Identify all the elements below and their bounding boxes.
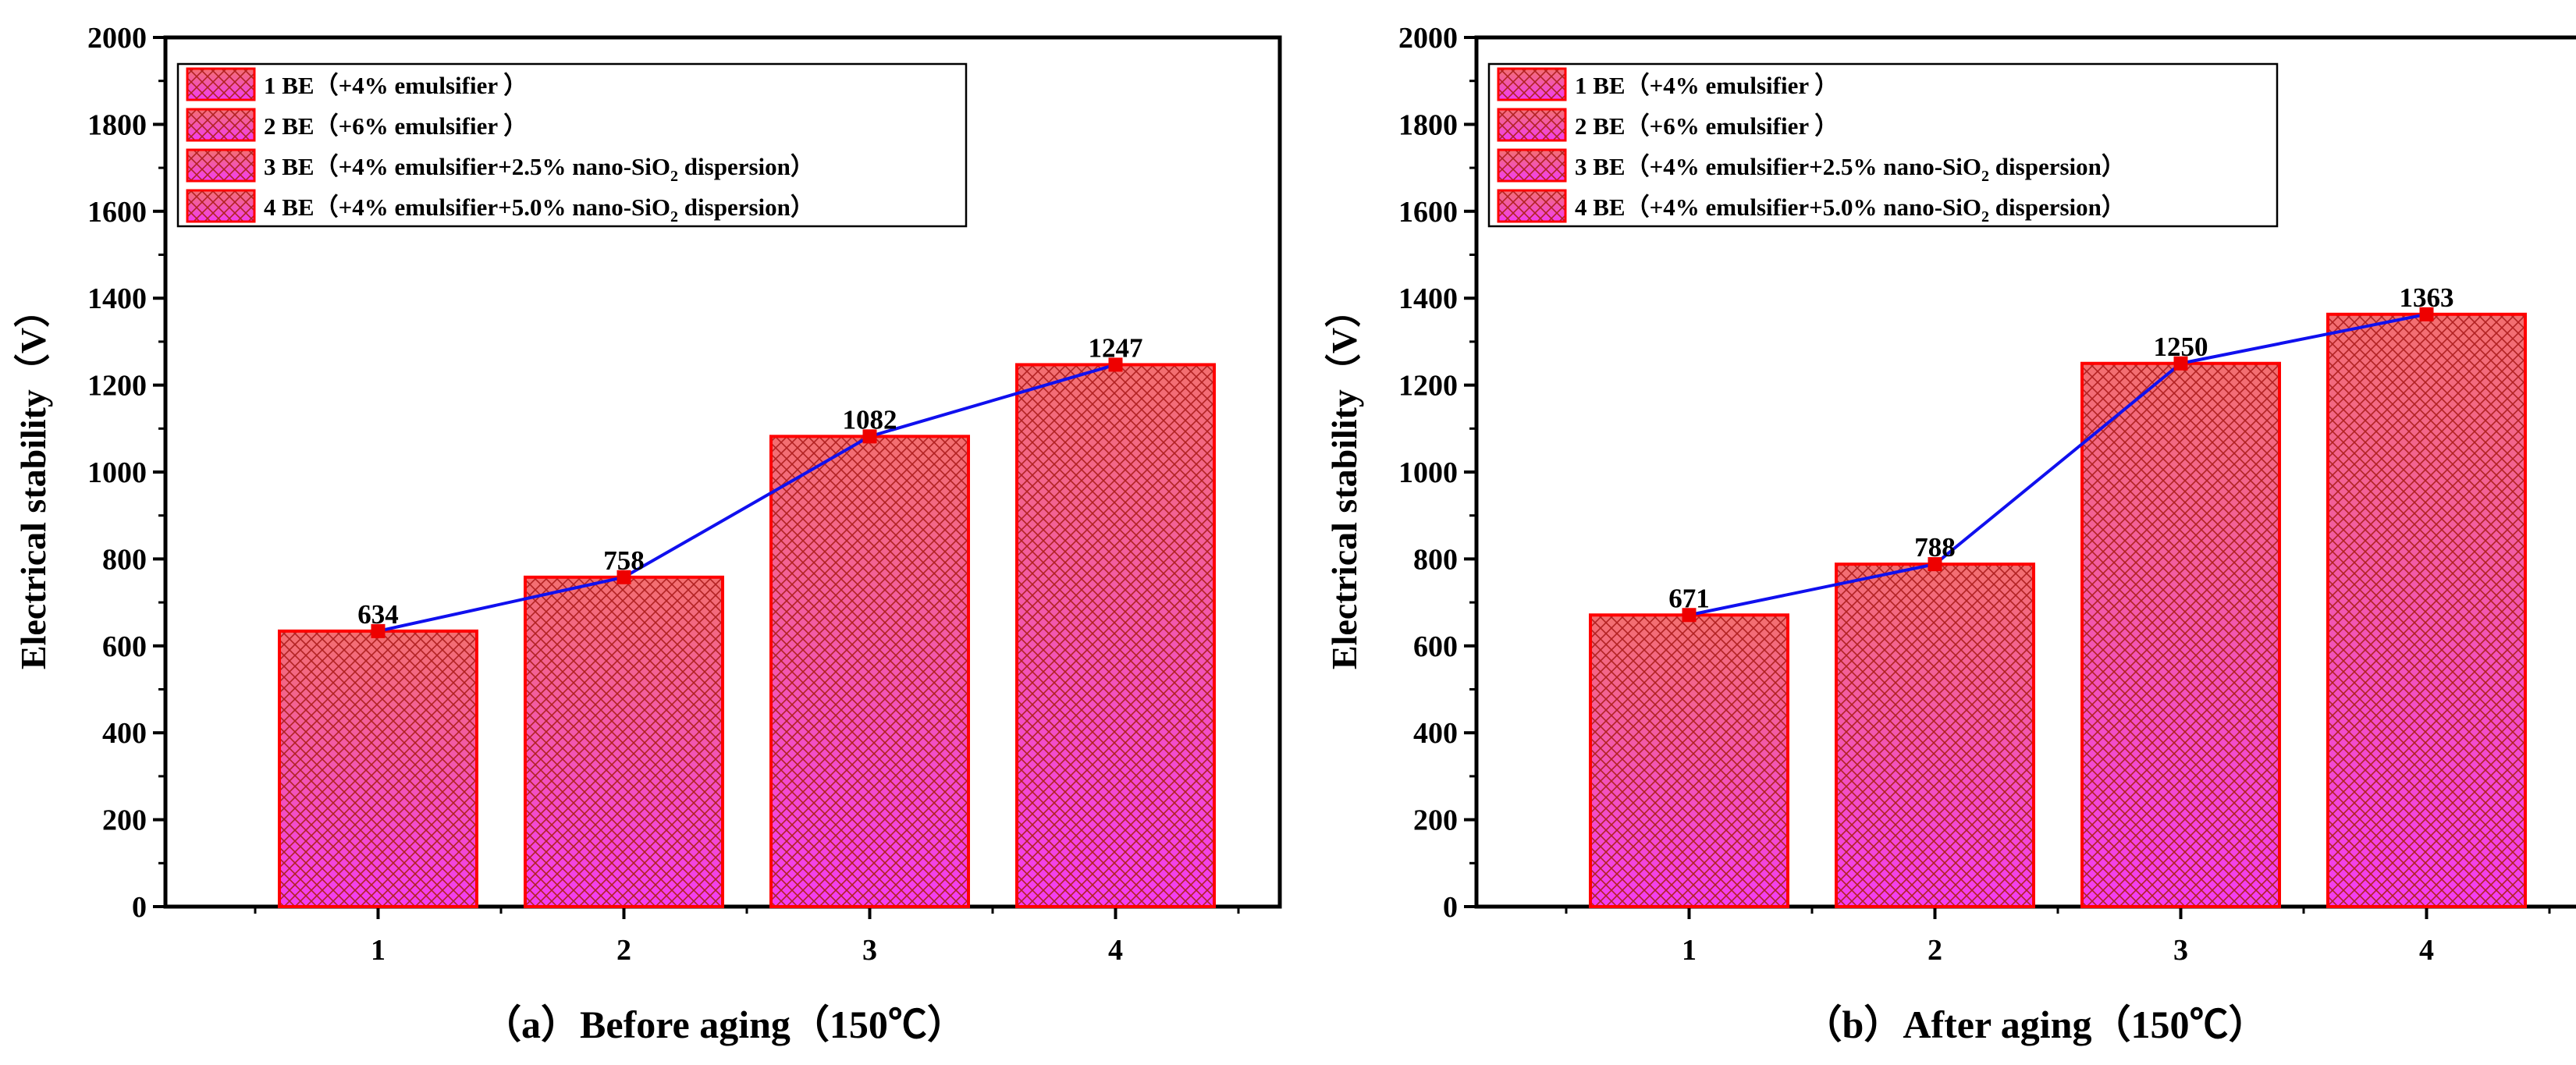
y-tick-label: 800 bbox=[102, 543, 147, 576]
data-label: 1363 bbox=[2400, 282, 2454, 313]
data-marker bbox=[2173, 356, 2188, 371]
legend-swatch-hatch bbox=[1497, 189, 1567, 223]
data-marker bbox=[2419, 307, 2434, 321]
y-tick-label: 400 bbox=[102, 717, 147, 750]
chart-panel-a: Electrical stability（V） 0 200 400 600 800 100… bbox=[13, 22, 1282, 1046]
bar-hatch-4 bbox=[2326, 312, 2527, 908]
y-tick-label: 0 bbox=[1443, 891, 1458, 924]
x-tick-label: 3 bbox=[862, 934, 877, 967]
data-marker bbox=[616, 570, 631, 584]
x-tick-label: 1 bbox=[1682, 934, 1697, 967]
bar-hatch-1 bbox=[278, 629, 478, 908]
y-tick-label: 200 bbox=[1413, 804, 1458, 837]
y-tick-label: 1800 bbox=[87, 108, 147, 141]
legend-swatch-hatch bbox=[1497, 108, 1567, 142]
data-marker bbox=[862, 429, 877, 444]
data-label: 1082 bbox=[843, 404, 897, 435]
panel-caption: （b）After aging（150℃） bbox=[1803, 1003, 2268, 1046]
y-tick-label: 1800 bbox=[1398, 108, 1458, 141]
data-label: 788 bbox=[1914, 532, 1956, 563]
legend-entry: 1 BE（+4% emulsifier ） bbox=[264, 72, 528, 99]
legend-entry: 3 BE（+4% emulsifier+2.5% nano-SiO2 dispe… bbox=[264, 153, 815, 185]
y-axis-label: Electrical stability（V） bbox=[1324, 292, 1364, 669]
bar-hatch-3 bbox=[769, 435, 970, 908]
trend-line bbox=[1689, 312, 2427, 617]
data-label: 671 bbox=[1668, 583, 1710, 613]
data-marker bbox=[1928, 557, 1942, 572]
legend-box bbox=[1487, 62, 2279, 228]
data-label: 634 bbox=[357, 599, 399, 630]
legend-entry: 4 BE（+4% emulsifier+5.0% nano-SiO2 dispe… bbox=[1575, 193, 2126, 225]
x-tick-label: 1 bbox=[371, 934, 386, 967]
y-tick-label: 1000 bbox=[1398, 456, 1458, 489]
y-tick-label: 1000 bbox=[87, 456, 147, 489]
data-marker bbox=[1108, 357, 1123, 372]
y-tick-label: 0 bbox=[132, 891, 147, 924]
bar-hatch-3 bbox=[2080, 361, 2281, 908]
y-tick-label: 2000 bbox=[1398, 22, 1458, 55]
y-tick-label: 1200 bbox=[87, 370, 147, 403]
legend-entry: 4 BE（+4% emulsifier+5.0% nano-SiO2 dispe… bbox=[264, 193, 815, 225]
x-tick-label: 3 bbox=[2173, 934, 2188, 967]
y-tick-label: 400 bbox=[1413, 717, 1458, 750]
y-tick-label: 600 bbox=[102, 630, 147, 663]
y-tick-label: 1200 bbox=[1398, 370, 1458, 403]
legend: 1 BE（+4% emulsifier ） 2 BE（+6% emulsifier… bbox=[176, 62, 968, 228]
legend-entry: 2 BE（+6% emulsifier ） bbox=[264, 112, 528, 140]
y-tick-label: 800 bbox=[1413, 543, 1458, 576]
y-axis-label: Electrical stability（V） bbox=[13, 292, 53, 669]
x-tick-label: 4 bbox=[1108, 934, 1123, 967]
chart-panel-b: Electrical stability（V） 0 200 400 600 800 100… bbox=[1324, 22, 2576, 1046]
y-tick-label: 1400 bbox=[87, 282, 147, 315]
y-tick-label: 2000 bbox=[87, 22, 147, 55]
y-tick-label: 1600 bbox=[1398, 196, 1458, 229]
x-tick-label: 2 bbox=[1928, 934, 1942, 967]
trend-line bbox=[378, 363, 1117, 633]
legend: 1 BE（+4% emulsifier ） 2 BE（+6% emulsifier… bbox=[1487, 62, 2279, 228]
legend-box bbox=[176, 62, 968, 228]
y-tick-label: 200 bbox=[102, 804, 147, 837]
legend-entry: 2 BE（+6% emulsifier ） bbox=[1575, 112, 1839, 140]
data-label: 1250 bbox=[2154, 332, 2208, 362]
panel-caption: （a）Before aging（150℃） bbox=[482, 1003, 966, 1046]
legend-swatch-hatch bbox=[186, 189, 256, 223]
legend-entry: 3 BE（+4% emulsifier+2.5% nano-SiO2 dispe… bbox=[1575, 153, 2126, 185]
data-label: 1247 bbox=[1089, 332, 1143, 363]
data-marker bbox=[371, 623, 386, 638]
data-label: 758 bbox=[603, 545, 645, 576]
bar-hatch-4 bbox=[1015, 363, 1216, 908]
legend-entry: 1 BE（+4% emulsifier ） bbox=[1575, 72, 1839, 99]
x-tick-label: 2 bbox=[616, 934, 631, 967]
data-marker bbox=[1682, 608, 1697, 623]
bar-hatch-2 bbox=[1835, 563, 2035, 908]
y-tick-label: 1400 bbox=[1398, 282, 1458, 315]
bar-hatch-1 bbox=[1589, 613, 1789, 908]
bar-hatch-2 bbox=[524, 575, 724, 908]
legend-swatch-hatch bbox=[186, 108, 256, 142]
legend-swatch-hatch bbox=[1497, 148, 1567, 183]
y-tick-label: 1600 bbox=[87, 196, 147, 229]
legend-swatch-hatch bbox=[1497, 67, 1567, 101]
x-tick-label: 4 bbox=[2419, 934, 2434, 967]
y-tick-label: 600 bbox=[1413, 630, 1458, 663]
legend-swatch-hatch bbox=[186, 67, 256, 101]
legend-swatch-hatch bbox=[186, 148, 256, 183]
